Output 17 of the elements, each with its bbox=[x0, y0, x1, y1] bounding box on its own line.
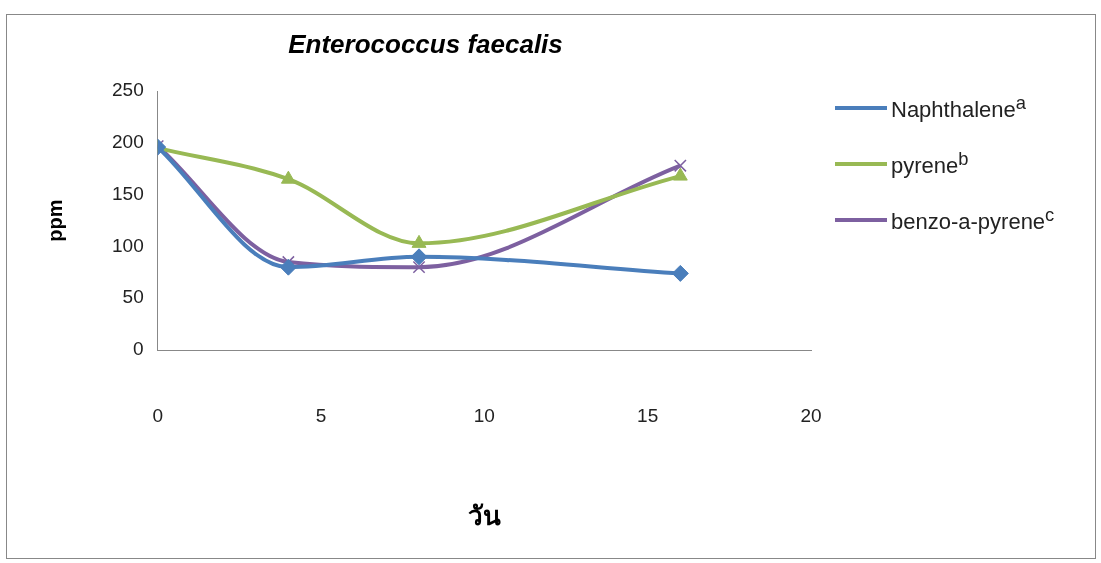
y-axis-title: ppm bbox=[43, 199, 66, 242]
legend-label: pyrene$^{b}$ bbox=[891, 148, 969, 180]
x-tick-label: 0 bbox=[152, 404, 163, 426]
x-tick-label: 10 bbox=[473, 404, 495, 426]
legend-label: Naphthalene$^{a}$ bbox=[891, 92, 1026, 124]
y-tick-label: 100 bbox=[112, 234, 144, 256]
x-tick-label: 20 bbox=[800, 404, 822, 426]
y-tick-label: 0 bbox=[133, 338, 144, 360]
x-axis-title: วัน bbox=[467, 501, 501, 532]
y-tick-label: 200 bbox=[112, 131, 144, 153]
legend-label: benzo-a-pyrene$^{c}$ bbox=[891, 204, 1055, 236]
x-tick-label: 15 bbox=[637, 404, 659, 426]
y-tick-label: 250 bbox=[112, 79, 144, 101]
x-tick-label: 5 bbox=[315, 404, 327, 426]
y-tick-label: 50 bbox=[122, 286, 144, 308]
y-tick-label: 150 bbox=[112, 182, 144, 204]
chart-title: Enterococcus faecalis bbox=[288, 28, 563, 59]
